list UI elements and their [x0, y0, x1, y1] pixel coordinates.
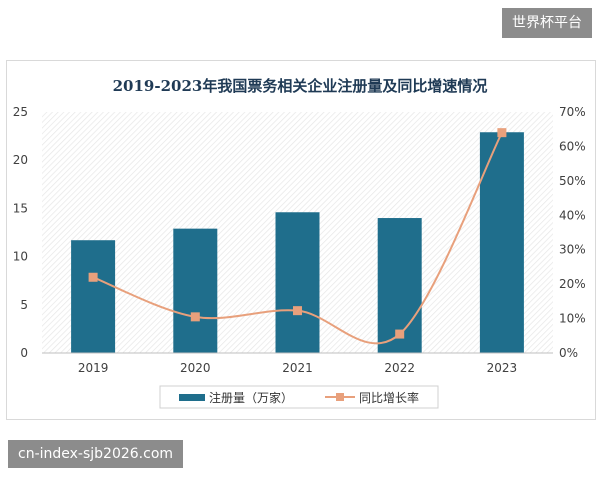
x-axis-labels: 2019 2020 2021 2022 2023: [78, 361, 517, 375]
y-left-tick-label: 20: [13, 153, 28, 167]
watermark-top: 世界杯平台: [502, 8, 592, 38]
growth-marker-2021: [293, 306, 302, 316]
y-axis-right: 0% 10% 20% 30% 40% 50% 60% 70%: [559, 105, 586, 360]
y-left-tick-label: 5: [20, 298, 28, 312]
x-tick-label: 2021: [282, 361, 313, 375]
y-left-tick-label: 15: [13, 201, 28, 215]
bar-2019: [71, 240, 116, 353]
growth-line: [92, 132, 503, 345]
x-tick-label: 2020: [180, 361, 211, 375]
legend-line-marker: [336, 393, 344, 401]
combo-chart: 2019-2023年我国票务相关企业注册量及同比增速情况 0510152025 …: [13, 77, 586, 409]
y-right-tick-label: 30%: [559, 243, 586, 257]
x-tick-label: 2023: [487, 361, 518, 375]
legend-bar-swatch: [179, 394, 205, 401]
y-axis-left: 0 5 10 15 20 25: [13, 105, 28, 360]
watermark-bottom: cn-index-sjb2026.com: [8, 440, 184, 468]
x-tick-label: 2019: [78, 361, 109, 375]
line-group: [88, 128, 507, 345]
y-right-tick-label: 20%: [559, 277, 586, 291]
y-right-tick-label: 0%: [559, 346, 578, 360]
legend: 注册量（万家） 同比增长率: [159, 385, 439, 409]
growth-marker-2020: [190, 312, 200, 322]
y-right-tick-label: 60%: [559, 139, 586, 153]
bar-2023: [479, 132, 524, 353]
chart-title: 2019-2023年我国票务相关企业注册量及同比增速情况: [113, 77, 488, 95]
growth-marker-2023: [497, 128, 507, 138]
x-tick-label: 2022: [384, 361, 415, 375]
y-right-tick-label: 50%: [559, 174, 586, 188]
legend-bar-label: 注册量（万家）: [209, 390, 293, 405]
bar-2020: [173, 228, 218, 353]
legend-line-label: 同比增长率: [359, 390, 419, 405]
y-right-tick-label: 40%: [559, 208, 586, 222]
y-right-tick-label: 10%: [559, 312, 586, 326]
y-right-tick-label: 70%: [559, 105, 586, 119]
growth-marker-2022: [395, 329, 405, 339]
growth-marker-2019: [88, 272, 98, 282]
y-left-tick-label: 0: [20, 346, 28, 360]
y-left-tick-label: 10: [13, 250, 28, 264]
y-left-tick-label: 25: [13, 105, 28, 119]
bar-2021: [275, 212, 320, 353]
legend-box: [159, 385, 439, 409]
